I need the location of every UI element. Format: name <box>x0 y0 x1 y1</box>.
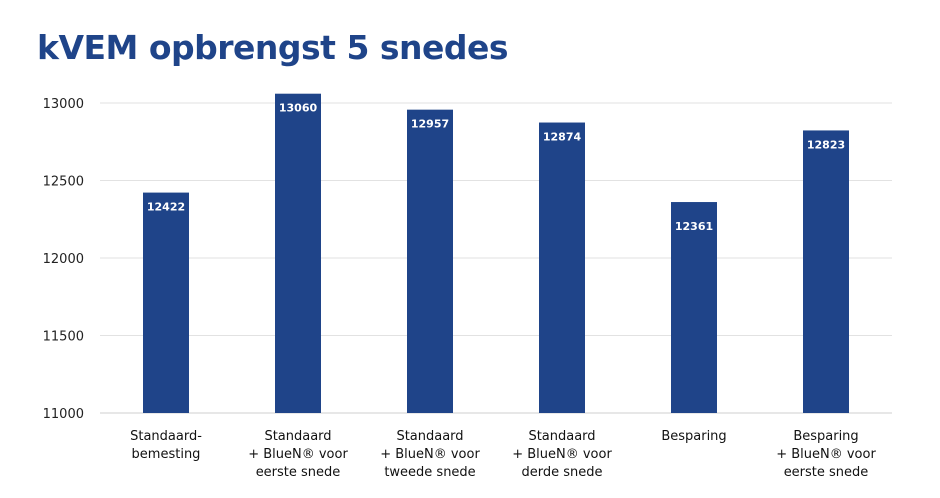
x-category-label: bemesting <box>132 447 201 462</box>
data-label: 12957 <box>411 118 449 131</box>
x-category-label: tweede snede <box>384 465 475 480</box>
x-category-label: Standaard <box>396 429 463 444</box>
y-tick-label: 11000 <box>43 407 84 422</box>
bar <box>671 202 717 413</box>
x-category-label: + BlueN® voor <box>512 447 612 462</box>
bar <box>275 93 321 413</box>
x-category-label: Standaard- <box>130 429 202 444</box>
bar <box>143 192 189 413</box>
x-category-label: eerste snede <box>256 465 341 480</box>
bar <box>407 109 453 413</box>
x-category-label: derde snede <box>521 465 602 480</box>
y-tick-label: 12000 <box>43 252 84 267</box>
data-label: 12422 <box>147 201 185 214</box>
bar <box>803 130 849 413</box>
x-category-label: eerste snede <box>784 465 869 480</box>
x-category-label: + BlueN® voor <box>380 447 480 462</box>
y-tick-label: 12500 <box>43 175 84 190</box>
chart-title: kVEM opbrengst 5 snedes <box>37 28 509 67</box>
y-tick-label: 13000 <box>43 97 84 112</box>
x-category-label: Standaard <box>264 429 331 444</box>
data-label: 12823 <box>807 138 845 151</box>
x-category-label: Besparing <box>661 429 726 444</box>
data-label: 12361 <box>675 220 713 233</box>
bar <box>539 122 585 413</box>
x-category-label: + BlueN® voor <box>248 447 348 462</box>
x-category-label: Standaard <box>528 429 595 444</box>
x-category-label: Besparing <box>793 429 858 444</box>
data-label: 13060 <box>279 102 318 115</box>
y-tick-label: 11500 <box>43 330 84 345</box>
x-category-label: + BlueN® voor <box>776 447 876 462</box>
data-label: 12874 <box>543 131 582 144</box>
